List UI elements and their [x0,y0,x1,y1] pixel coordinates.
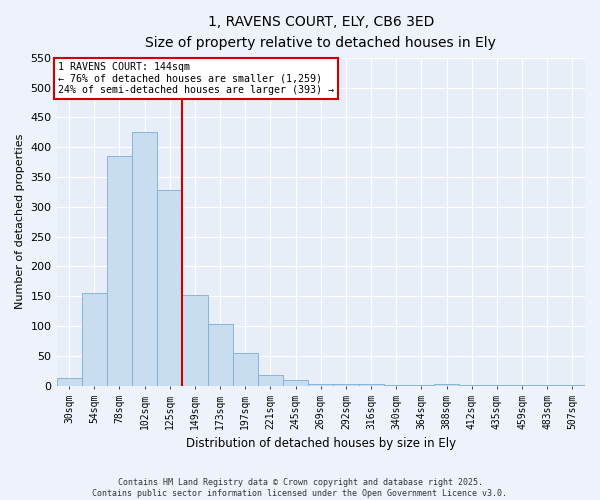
Bar [182,294,208,386]
Bar [434,384,459,386]
Bar [484,384,509,386]
Title: 1, RAVENS COURT, ELY, CB6 3ED
Size of property relative to detached houses in El: 1, RAVENS COURT, ELY, CB6 3ED Size of pr… [145,15,496,50]
Bar [334,384,359,386]
Bar [82,292,107,386]
Bar [132,132,157,386]
Bar [258,375,283,386]
Text: Contains HM Land Registry data © Crown copyright and database right 2025.
Contai: Contains HM Land Registry data © Crown c… [92,478,508,498]
Bar [459,385,484,386]
Bar [308,384,334,386]
Bar [383,385,409,386]
Bar [509,384,535,386]
Bar [359,384,383,386]
Bar [283,380,308,386]
Bar [208,324,233,386]
Bar [560,384,585,386]
Bar [157,190,182,386]
Text: 1 RAVENS COURT: 144sqm
← 76% of detached houses are smaller (1,259)
24% of semi-: 1 RAVENS COURT: 144sqm ← 76% of detached… [58,62,334,95]
Bar [233,353,258,386]
Bar [56,378,82,386]
Y-axis label: Number of detached properties: Number of detached properties [15,134,25,310]
Bar [409,384,434,386]
Bar [107,156,132,386]
X-axis label: Distribution of detached houses by size in Ely: Distribution of detached houses by size … [186,437,456,450]
Bar [535,385,560,386]
